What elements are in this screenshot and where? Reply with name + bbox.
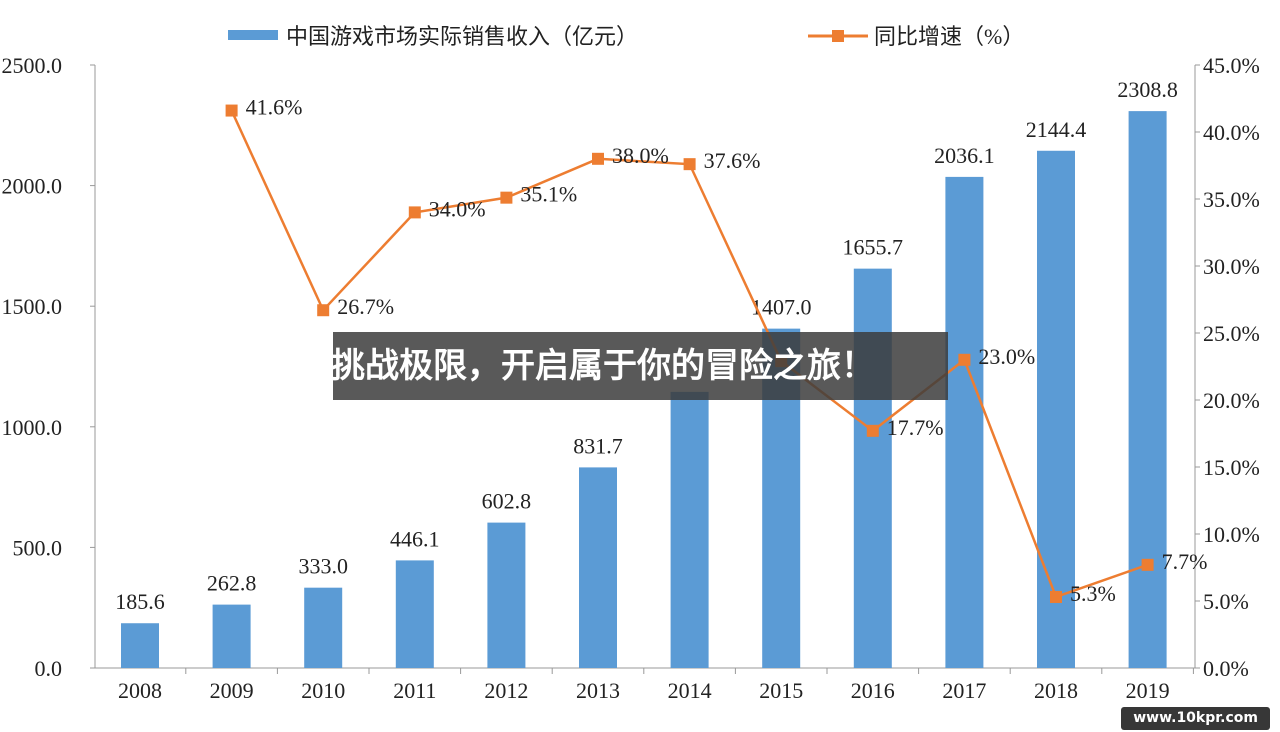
bar-label: 185.6 — [115, 589, 165, 614]
bar-label: 2036.1 — [934, 143, 995, 168]
right-tick-label: 5.0% — [1203, 589, 1249, 614]
right-tick-label: 0.0% — [1203, 656, 1249, 681]
line-marker — [1141, 558, 1154, 571]
bar — [853, 268, 892, 668]
left-tick-label: 1500.0 — [2, 294, 63, 319]
line-label: 7.7% — [1162, 549, 1208, 574]
right-tick-label: 30.0% — [1203, 254, 1260, 279]
right-tick-label: 15.0% — [1203, 455, 1260, 480]
right-tick-label: 20.0% — [1203, 388, 1260, 413]
line-label: 26.7% — [337, 294, 394, 319]
x-tick-label: 2018 — [1034, 678, 1078, 703]
bar-label: 831.7 — [573, 433, 623, 458]
right-tick-label: 10.0% — [1203, 522, 1260, 547]
line-marker — [683, 158, 696, 171]
x-tick-label: 2012 — [484, 678, 528, 703]
line-marker — [500, 191, 513, 204]
overlay-banner: 挑战极限，开启属于你的冒险之旅！ — [333, 332, 948, 400]
x-tick-label: 2014 — [668, 678, 712, 703]
legend-bar-label: 中国游戏市场实际销售收入（亿元） — [286, 24, 638, 49]
bar-label: 262.8 — [207, 571, 257, 596]
x-tick-label: 2019 — [1126, 678, 1170, 703]
right-tick-label: 35.0% — [1203, 187, 1260, 212]
x-tick-label: 2009 — [210, 678, 254, 703]
line-marker — [317, 304, 330, 317]
bar — [395, 560, 434, 668]
line-label: 35.1% — [520, 182, 577, 207]
line-label: 5.3% — [1070, 581, 1116, 606]
line-label: 17.7% — [887, 415, 944, 440]
legend-bar-swatch — [228, 30, 278, 40]
x-tick-label: 2015 — [759, 678, 803, 703]
line-marker — [225, 104, 238, 117]
bar — [670, 391, 709, 668]
line-label: 34.0% — [429, 196, 486, 221]
left-tick-label: 0.0 — [35, 656, 63, 681]
right-tick-label: 45.0% — [1203, 53, 1260, 78]
bar-label: 446.1 — [390, 526, 440, 551]
watermark: www.10kpr.com — [1121, 707, 1270, 730]
bar — [487, 522, 526, 668]
x-tick-label: 2013 — [576, 678, 620, 703]
left-tick-label: 1000.0 — [2, 415, 63, 440]
right-tick-label: 25.0% — [1203, 321, 1260, 346]
bar — [121, 623, 159, 668]
left-tick-label: 500.0 — [13, 535, 63, 560]
left-tick-label: 2500.0 — [2, 53, 63, 78]
bar-label: 1655.7 — [843, 235, 904, 260]
bar — [304, 587, 343, 668]
line-label: 41.6% — [246, 95, 303, 120]
line-marker — [1050, 590, 1062, 603]
x-tick-label: 2017 — [942, 678, 986, 703]
line-marker — [408, 206, 421, 219]
line-marker — [592, 152, 604, 165]
bar — [579, 467, 617, 668]
legend-line-label: 同比增速（%） — [874, 24, 1024, 49]
bar-label: 2308.8 — [1117, 77, 1178, 102]
line-marker — [866, 424, 879, 437]
x-tick-label: 2016 — [851, 678, 895, 703]
x-tick-label: 2008 — [118, 678, 162, 703]
bar — [1128, 111, 1167, 669]
x-tick-label: 2010 — [301, 678, 345, 703]
bar-label: 333.0 — [298, 554, 348, 579]
bar — [212, 604, 251, 668]
line-label: 38.0% — [612, 143, 669, 168]
bar — [1037, 150, 1075, 668]
x-tick-label: 2011 — [393, 678, 436, 703]
bar — [945, 176, 984, 668]
right-tick-label: 40.0% — [1203, 120, 1260, 145]
line-marker — [958, 353, 971, 366]
legend-line-marker — [832, 30, 844, 42]
left-tick-label: 2000.0 — [2, 174, 63, 199]
bar-label: 2144.4 — [1026, 117, 1087, 142]
line-label: 23.0% — [978, 344, 1035, 369]
bar-label: 602.8 — [482, 489, 532, 514]
line-label: 37.6% — [704, 148, 761, 173]
